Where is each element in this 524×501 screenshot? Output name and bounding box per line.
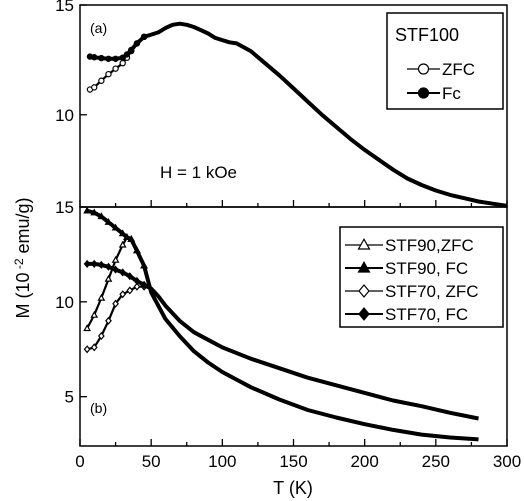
data-point-a-1-7: [128, 46, 135, 54]
x-tick-label-4: 200: [350, 452, 378, 471]
data-point-a-1-5: [119, 54, 126, 61]
legend-b-marker-2: [358, 284, 370, 298]
legend-b-marker-0: [357, 238, 371, 250]
x-tick-label-2: 100: [208, 452, 236, 471]
series-b-1: [83, 206, 479, 442]
legend-a-title: STF100: [395, 25, 459, 45]
data-point-b-3-2: [97, 260, 105, 269]
data-point-b-0-0: [83, 324, 92, 332]
data-point-a-1-2: [98, 54, 105, 62]
legend-a-marker-1: [417, 87, 430, 99]
data-point-a-1-9: [140, 33, 148, 41]
x-tick-label-1: 50: [142, 452, 161, 471]
legend-b-label-0: STF90,ZFC: [385, 236, 474, 255]
x-tick-label-0: 0: [75, 452, 84, 471]
data-point-b-1-9: [140, 261, 148, 269]
x-axis-title: T (K): [273, 478, 313, 498]
data-point-b-1-6: [123, 233, 131, 241]
panel-b-label: (b): [90, 400, 107, 416]
data-point-b-3-5: [119, 268, 127, 277]
data-point-b-0-3: [104, 274, 113, 282]
data-point-b-3-1: [90, 259, 98, 268]
data-point-b-3-6: [126, 272, 134, 281]
panel-b-series: [83, 206, 479, 442]
x-tick-label-3: 150: [279, 452, 307, 471]
legend-a-marker-0: [417, 63, 430, 75]
panel-a-label: (a): [90, 20, 107, 36]
data-point-a-0-5: [119, 59, 126, 67]
data-point-a-0-1: [91, 84, 98, 91]
data-point-b-2-6: [126, 286, 134, 295]
data-point-b-0-4: [111, 255, 120, 263]
data-point-a-1-6: [123, 51, 131, 58]
legend-b-items: STF90,ZFC STF90, FC STF70, ZFC STF70, FC: [345, 236, 479, 324]
y-axis-title-suffix: emu/g): [13, 197, 33, 258]
data-point-a-1-4: [112, 55, 119, 62]
data-point-a-1-8: [133, 40, 141, 47]
field-annotation: H = 1 kOe: [160, 163, 237, 182]
x-tick-label-6: 300: [493, 452, 521, 471]
data-point-b-3-8: [140, 280, 148, 289]
data-point-b-2-7: [133, 282, 141, 291]
data-point-b-1-0: [83, 206, 92, 214]
legend-b-label-1: STF90, FC: [385, 259, 468, 278]
data-point-b-0-2: [97, 293, 106, 301]
data-point-b-1-1: [90, 208, 99, 216]
data-point-a-0-2: [98, 77, 105, 84]
data-point-b-3-0: [83, 259, 91, 268]
data-point-b-2-5: [119, 290, 127, 299]
legend-b-marker-1: [357, 261, 371, 273]
panel-b-ytick-label-0: 15: [55, 198, 74, 217]
data-point-a-0-3: [105, 70, 112, 78]
series-b-3: [83, 259, 479, 421]
legend-b-marker-3: [358, 307, 370, 321]
data-point-b-2-1: [90, 343, 98, 352]
legend-a-box: [386, 12, 504, 110]
data-point-b-2-2: [97, 331, 105, 341]
data-point-b-2-0: [83, 345, 91, 354]
panel-b-ytick-label-2: 5: [65, 388, 74, 407]
panel-b-ytick-label-1: 10: [55, 293, 74, 312]
x-tick-label-5: 250: [422, 452, 450, 471]
data-point-b-1-4: [111, 223, 120, 231]
data-point-b-1-2: [97, 212, 106, 220]
data-point-b-1-7: [127, 235, 136, 242]
data-point-b-2-4: [112, 299, 119, 308]
legend-a-label-0: ZFC: [442, 60, 475, 79]
data-point-b-1-8: [133, 246, 141, 254]
panel-b-legend: STF90,ZFC STF90, FC STF70, ZFC STF70, FC: [339, 226, 504, 328]
data-point-b-1-5: [118, 229, 127, 237]
series-a-1: [86, 21, 508, 208]
data-point-a-1-1: [91, 54, 98, 61]
y-axis-title: M (10 -2 emu/g): [12, 197, 33, 318]
data-point-b-0-1: [90, 310, 99, 318]
data-point-a-1-3: [105, 55, 112, 62]
data-point-b-3-4: [112, 265, 119, 274]
panel-a-legend: STF100 ZFC Fc: [386, 12, 504, 110]
data-point-b-2-3: [105, 316, 112, 325]
panel-a-ytick-label-0: 15: [55, 0, 74, 15]
panel-a-ytick-label-1: 10: [55, 106, 74, 125]
y-axis-title-prefix: M (10: [13, 273, 33, 319]
panel-a-series: [86, 21, 508, 208]
legend-a-items: ZFC Fc: [407, 60, 475, 103]
data-point-b-3-7: [133, 276, 141, 286]
data-point-b-3-3: [105, 262, 112, 271]
data-point-b-1-3: [104, 217, 113, 225]
legend-b-label-2: STF70, ZFC: [385, 282, 479, 301]
legend-a-label-1: Fc: [442, 84, 461, 103]
data-point-b-0-5: [118, 240, 127, 248]
data-point-a-0-4: [112, 65, 119, 72]
legend-b-label-3: STF70, FC: [385, 305, 468, 324]
y-axis-title-exponent: -2: [12, 258, 26, 272]
